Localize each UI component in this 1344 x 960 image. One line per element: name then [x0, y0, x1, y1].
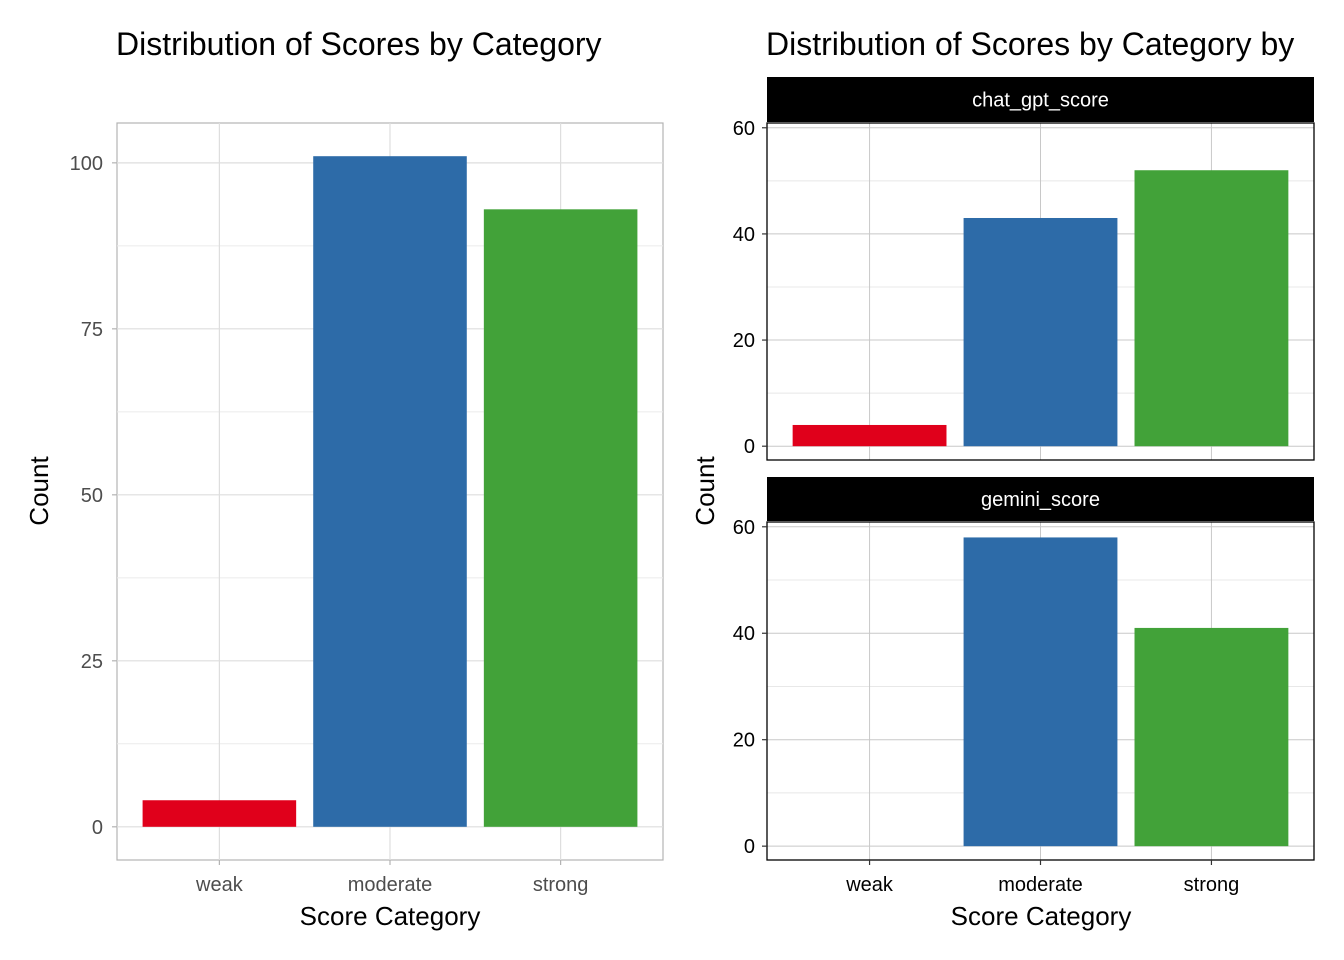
facet-y-tick-label: 60 [733, 118, 755, 140]
left-x-axis-title: Score Category [300, 901, 481, 931]
facet-panels: chat_gpt_score 0 20 40 60 gemini_score 0 20 40 60 [733, 77, 1315, 861]
right-x-tick-label-weak: weak [845, 874, 894, 896]
left-bars [142, 156, 638, 827]
bar-chat-gpt-score-strong [1134, 170, 1289, 447]
facet-gemini-score: gemini_score 0 20 40 60 [733, 477, 1315, 861]
right-x-tick-label-strong: strong [1184, 874, 1240, 896]
left-x-tick-label-strong: strong [533, 874, 589, 896]
left-y-tick-label: 25 [81, 651, 103, 673]
right-x-ticks: weak moderate strong [845, 860, 1239, 896]
overall-chart: Distribution of Scores by Category 0 25 50… [24, 26, 664, 931]
facet-y-tick-label: 60 [733, 517, 755, 539]
left-y-tick-label: 0 [92, 817, 103, 839]
left-y-tick-label: 50 [81, 485, 103, 507]
facet-strip [767, 477, 1314, 521]
right-x-axis-title: Score Category [951, 901, 1132, 931]
left-x-ticks: weak moderate strong [195, 860, 588, 896]
bar-moderate [313, 156, 467, 827]
left-chart-title: Distribution of Scores by Category [116, 26, 602, 62]
facet-panel-border [766, 122, 1315, 461]
right-x-tick-label-moderate: moderate [998, 874, 1083, 896]
facet-chat-gpt-score: chat_gpt_score 0 20 40 60 [733, 77, 1315, 461]
bar-strong [483, 209, 638, 827]
left-y-axis-title: Count [24, 456, 54, 526]
right-y-axis-title: Count [690, 456, 720, 526]
bar-gemini-score-strong [1134, 627, 1289, 847]
left-x-tick-label-moderate: moderate [348, 874, 433, 896]
facet-y-tick-label: 40 [733, 623, 755, 645]
facet-y-tick-label: 0 [744, 436, 755, 458]
facet-strip [767, 77, 1314, 122]
left-y-tick-label: 100 [70, 153, 103, 175]
facet-y-tick-label: 0 [744, 836, 755, 858]
left-x-tick-label-weak: weak [195, 874, 244, 896]
facet-y-tick-label: 20 [733, 330, 755, 352]
facet-y-tick-label: 40 [733, 224, 755, 246]
left-y-tick-label: 75 [81, 319, 103, 341]
bar-chat-gpt-score-moderate [963, 217, 1118, 447]
facet-strip-label: gemini_score [981, 489, 1100, 511]
facet-y-tick-label: 20 [733, 730, 755, 752]
facet-strip-label: chat_gpt_score [972, 90, 1109, 112]
bar-chat-gpt-score-weak [792, 424, 947, 447]
left-y-ticks: 0 25 50 75 100 [70, 153, 117, 839]
right-chart-title: Distribution of Scores by Category by [766, 26, 1294, 62]
bar-weak [142, 800, 297, 827]
faceted-chart: Distribution of Scores by Category by Sc… [690, 26, 1315, 931]
bar-gemini-score-moderate [963, 537, 1118, 847]
